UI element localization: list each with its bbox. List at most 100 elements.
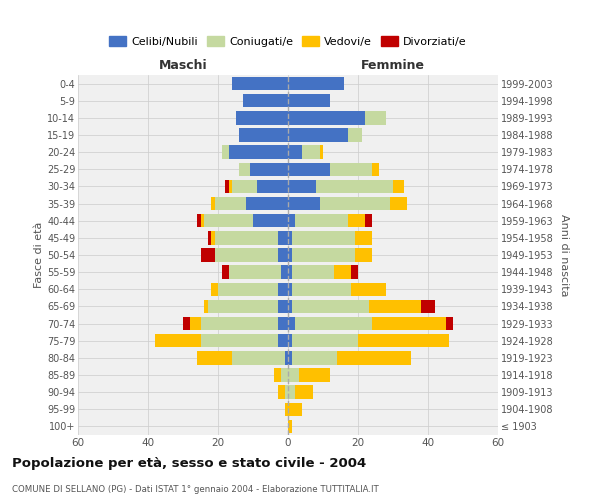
Bar [239, 128, 288, 141]
Bar [277, 334, 288, 347]
Bar [334, 266, 351, 279]
Bar [372, 317, 445, 330]
Bar [277, 300, 288, 313]
Bar [253, 214, 288, 228]
Bar [292, 334, 358, 347]
Bar [288, 214, 295, 228]
Bar [200, 214, 204, 228]
Bar [295, 386, 313, 399]
Bar [347, 128, 361, 141]
Bar [288, 197, 320, 210]
Bar [445, 317, 452, 330]
Bar [372, 162, 379, 176]
Bar [292, 231, 355, 244]
Bar [274, 368, 281, 382]
Legend: Celibi/Nubili, Coniugati/e, Vedovi/e, Divorziati/e: Celibi/Nubili, Coniugati/e, Vedovi/e, Di… [105, 32, 471, 52]
Bar [208, 231, 211, 244]
Bar [288, 162, 330, 176]
Bar [211, 282, 218, 296]
Bar [190, 317, 200, 330]
Bar [299, 368, 330, 382]
Bar [288, 128, 347, 141]
Bar [355, 231, 372, 244]
Bar [225, 180, 229, 193]
Bar [277, 231, 288, 244]
Bar [204, 214, 253, 228]
Bar [242, 94, 288, 108]
Bar [239, 162, 250, 176]
Bar [277, 386, 284, 399]
Bar [288, 94, 330, 108]
Bar [200, 248, 215, 262]
Bar [347, 214, 365, 228]
Bar [221, 266, 229, 279]
Bar [368, 300, 421, 313]
Bar [281, 266, 288, 279]
Text: Popolazione per età, sesso e stato civile - 2004: Popolazione per età, sesso e stato civil… [12, 458, 366, 470]
Bar [200, 334, 277, 347]
Bar [288, 420, 292, 433]
Bar [288, 300, 292, 313]
Bar [288, 111, 365, 124]
Bar [221, 146, 229, 159]
Bar [337, 351, 410, 364]
Bar [320, 146, 323, 159]
Bar [246, 197, 288, 210]
Bar [235, 111, 288, 124]
Bar [316, 180, 393, 193]
Bar [284, 402, 288, 416]
Text: Maschi: Maschi [158, 58, 208, 71]
Bar [208, 300, 277, 313]
Bar [284, 386, 288, 399]
Bar [292, 266, 334, 279]
Bar [277, 282, 288, 296]
Bar [183, 317, 190, 330]
Bar [284, 351, 288, 364]
Bar [232, 180, 257, 193]
Bar [292, 282, 351, 296]
Bar [351, 266, 358, 279]
Bar [389, 197, 407, 210]
Bar [292, 248, 355, 262]
Bar [232, 351, 284, 364]
Bar [330, 162, 372, 176]
Bar [277, 317, 288, 330]
Bar [295, 317, 372, 330]
Bar [215, 231, 277, 244]
Y-axis label: Fasce di età: Fasce di età [34, 222, 44, 288]
Bar [288, 180, 316, 193]
Bar [365, 214, 372, 228]
Bar [211, 197, 215, 210]
Bar [215, 197, 246, 210]
Bar [155, 334, 200, 347]
Bar [229, 146, 288, 159]
Bar [288, 266, 292, 279]
Bar [229, 266, 281, 279]
Bar [288, 317, 295, 330]
Y-axis label: Anni di nascita: Anni di nascita [559, 214, 569, 296]
Bar [288, 282, 292, 296]
Bar [292, 351, 337, 364]
Bar [197, 351, 232, 364]
Bar [218, 282, 277, 296]
Bar [302, 146, 320, 159]
Bar [197, 214, 200, 228]
Bar [365, 111, 386, 124]
Bar [358, 334, 449, 347]
Bar [288, 334, 292, 347]
Bar [277, 248, 288, 262]
Bar [351, 282, 386, 296]
Bar [421, 300, 435, 313]
Bar [288, 231, 292, 244]
Bar [288, 351, 292, 364]
Text: COMUNE DI SELLANO (PG) - Dati ISTAT 1° gennaio 2004 - Elaborazione TUTTITALIA.IT: COMUNE DI SELLANO (PG) - Dati ISTAT 1° g… [12, 485, 379, 494]
Bar [204, 300, 208, 313]
Bar [232, 77, 288, 90]
Bar [320, 197, 389, 210]
Bar [200, 317, 277, 330]
Bar [229, 180, 232, 193]
Bar [257, 180, 288, 193]
Bar [288, 77, 344, 90]
Bar [288, 146, 302, 159]
Bar [211, 231, 215, 244]
